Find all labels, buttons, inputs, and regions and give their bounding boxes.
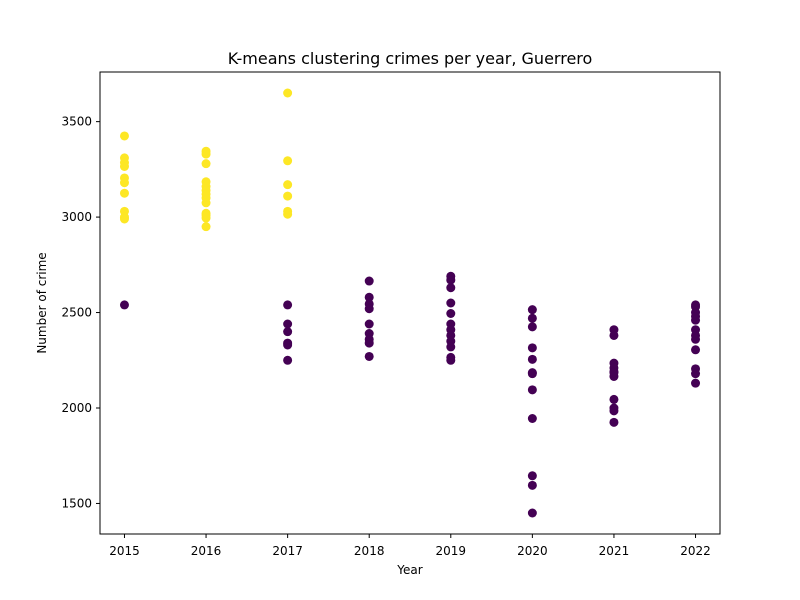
x-tick-label: 2016	[191, 544, 222, 558]
data-point-cluster-1	[201, 159, 211, 169]
data-point-cluster-0	[446, 275, 456, 285]
data-point-cluster-1	[283, 88, 293, 98]
data-point-cluster-1	[283, 191, 293, 201]
x-axis-label: Year	[396, 563, 422, 577]
data-point-cluster-0	[609, 406, 619, 416]
data-point-cluster-0	[609, 394, 619, 404]
data-point-cluster-0	[364, 319, 374, 329]
data-point-cluster-0	[283, 355, 293, 365]
y-tick-label: 3500	[61, 115, 92, 129]
data-point-cluster-0	[527, 471, 537, 481]
x-tick-label: 2017	[272, 544, 303, 558]
plot-area-frame	[99, 71, 721, 535]
data-point-cluster-1	[201, 222, 211, 232]
data-point-cluster-0	[527, 385, 537, 395]
data-point-cluster-0	[609, 330, 619, 340]
data-point-cluster-1	[283, 156, 293, 166]
data-point-cluster-0	[527, 354, 537, 364]
data-point-cluster-0	[446, 298, 456, 308]
y-tick-label: 2500	[61, 306, 92, 320]
x-tick-label: 2015	[109, 544, 140, 558]
y-axis-label: Number of crime	[35, 252, 49, 353]
data-point-cluster-0	[119, 300, 129, 310]
data-point-cluster-1	[119, 214, 129, 224]
x-tick-label: 2021	[599, 544, 630, 558]
data-point-cluster-0	[691, 315, 701, 325]
data-point-cluster-0	[364, 292, 374, 302]
x-tick-label: 2020	[517, 544, 548, 558]
chart-title: K-means clustering crimes per year, Guer…	[228, 49, 593, 68]
data-point-cluster-1	[283, 209, 293, 219]
data-point-cluster-0	[691, 334, 701, 344]
data-point-cluster-1	[119, 178, 129, 188]
data-point-cluster-1	[119, 162, 129, 171]
y-tick-label: 1500	[61, 496, 92, 510]
data-points	[119, 88, 701, 518]
data-point-cluster-0	[691, 345, 701, 355]
data-point-cluster-0	[364, 304, 374, 314]
data-point-cluster-0	[527, 305, 537, 315]
data-point-cluster-0	[364, 351, 374, 361]
x-tick-label: 2022	[680, 544, 711, 558]
x-axis-ticks: 2015 2016 2017 2018 2019 2020 2021 2022	[109, 534, 711, 558]
data-point-cluster-0	[283, 319, 293, 329]
y-axis-ticks: 1500 2000 2500 3000 3500	[61, 115, 100, 510]
data-point-cluster-1	[201, 149, 211, 159]
data-point-cluster-1	[201, 198, 211, 208]
data-point-cluster-0	[283, 340, 293, 350]
data-point-cluster-0	[691, 369, 701, 379]
data-point-cluster-0	[446, 355, 456, 365]
data-point-cluster-0	[527, 508, 537, 518]
data-point-cluster-1	[201, 213, 211, 223]
data-point-cluster-0	[609, 368, 619, 378]
data-point-cluster-0	[527, 414, 537, 423]
x-tick-label: 2018	[354, 544, 385, 558]
data-point-cluster-0	[527, 313, 537, 323]
y-tick-label: 3000	[61, 210, 92, 224]
data-point-cluster-1	[283, 180, 293, 190]
data-point-cluster-1	[119, 188, 129, 198]
data-point-cluster-0	[446, 309, 456, 318]
data-point-cluster-0	[283, 327, 293, 337]
data-point-cluster-0	[446, 342, 456, 352]
data-point-cluster-0	[527, 369, 537, 379]
data-point-cluster-0	[446, 283, 456, 293]
data-point-cluster-0	[364, 276, 374, 286]
data-point-cluster-0	[609, 417, 619, 427]
data-point-cluster-0	[691, 378, 701, 388]
data-point-cluster-0	[364, 338, 374, 348]
x-tick-label: 2019	[436, 544, 467, 558]
data-point-cluster-0	[527, 480, 537, 490]
data-point-cluster-0	[527, 322, 537, 332]
data-point-cluster-1	[119, 131, 129, 141]
data-point-cluster-0	[283, 300, 293, 310]
data-point-cluster-0	[527, 343, 537, 353]
y-tick-label: 2000	[61, 401, 92, 415]
